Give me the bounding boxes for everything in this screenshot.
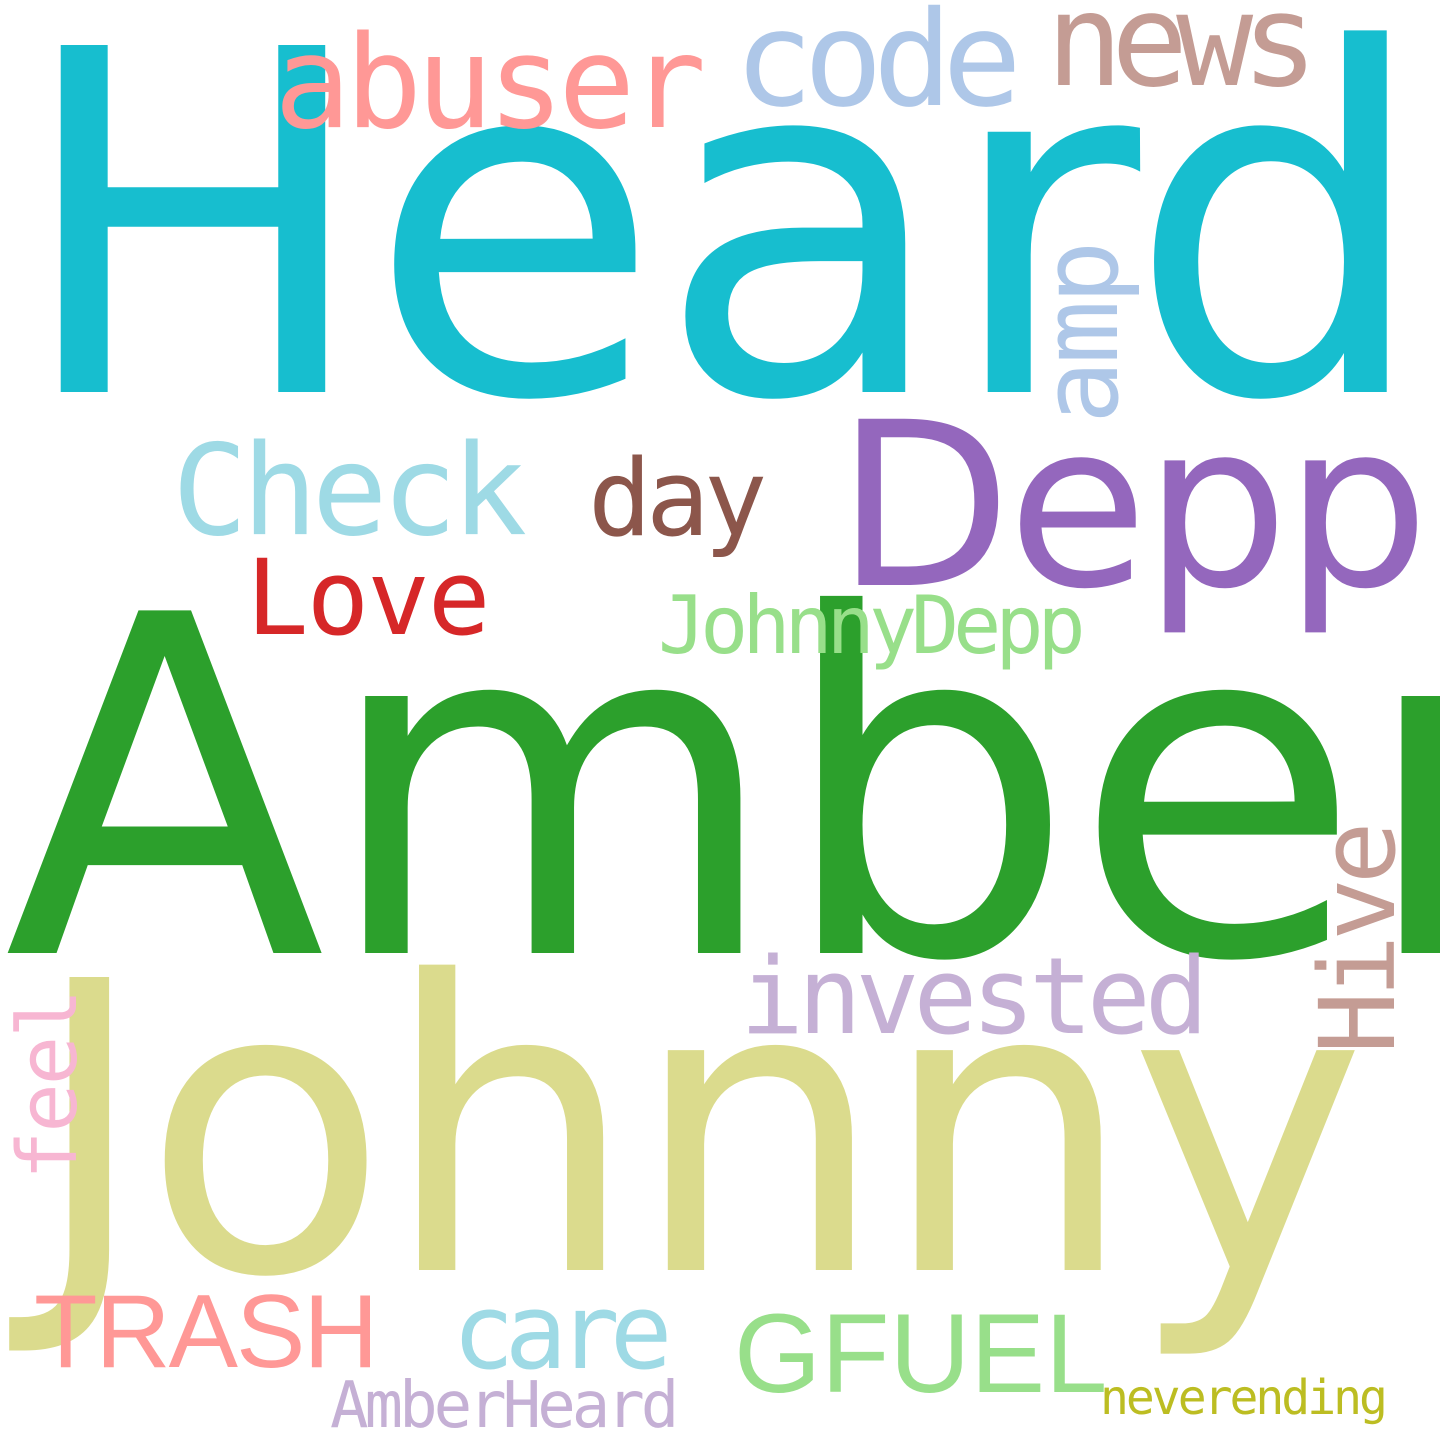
word-amp: amp (1028, 245, 1134, 424)
word-invested: invested (740, 944, 1203, 1050)
word-love: Love (246, 546, 488, 650)
word-code: code (734, 0, 1012, 126)
word-amberheard: AmberHeard (330, 1374, 675, 1438)
word-johnnydepp: JohnnyDepp (658, 586, 1080, 666)
word-gfuel: GFUEL (734, 1298, 1107, 1410)
word-neverending: neverending (1100, 1374, 1385, 1422)
word-day: day (588, 446, 761, 552)
word-abuser: abuser (274, 20, 700, 148)
word-trash: TRASH (34, 1280, 376, 1384)
word-news: news (1046, 0, 1306, 106)
word-check: Check (172, 428, 521, 554)
word-hive: Hive (1306, 828, 1410, 1054)
word-feel: feel (8, 991, 90, 1180)
